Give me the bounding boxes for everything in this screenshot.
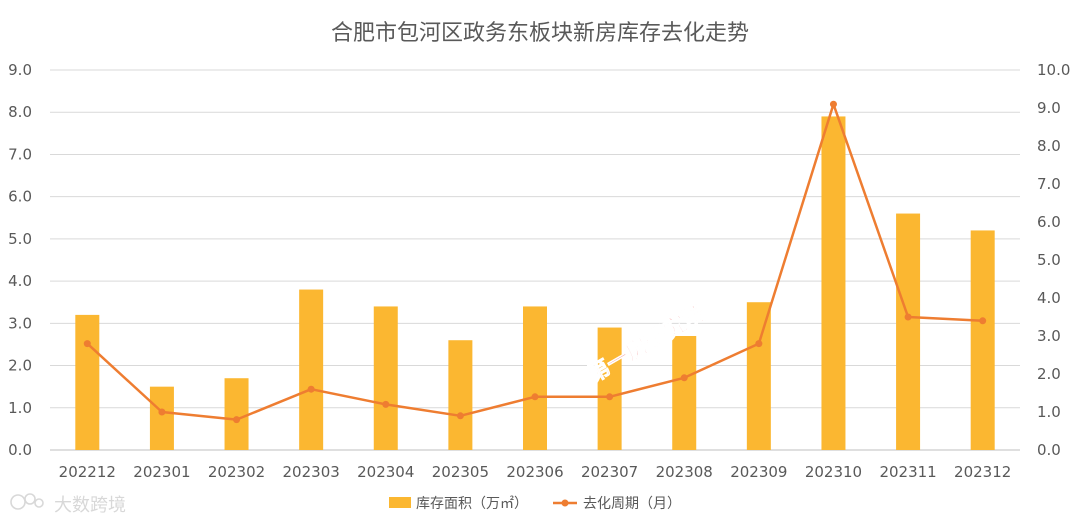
bar [821, 116, 846, 450]
y-right-tick-label: 9.0 [1037, 99, 1061, 117]
line-point [233, 416, 241, 424]
bar [896, 213, 921, 450]
bar [149, 386, 174, 450]
legend: 库存面积（万㎡） 去化周期（月） [389, 496, 681, 512]
y-left-tick-label: 8.0 [8, 103, 32, 121]
line-point [829, 100, 837, 108]
bar [597, 327, 622, 450]
bar [746, 302, 771, 450]
y-right-tick-label: 8.0 [1037, 137, 1061, 155]
y-right-tick-label: 0.0 [1037, 441, 1061, 459]
grid-lines [50, 69, 1020, 451]
y-left-tick-label: 5.0 [8, 230, 32, 248]
line-point [606, 393, 614, 401]
y-right-tick-label: 1.0 [1037, 403, 1061, 421]
x-tick-label: 202301 [133, 463, 190, 481]
bar [970, 230, 995, 450]
line-point [456, 412, 464, 420]
right-axis: 0.0 1.0 2.0 3.0 4.0 5.0 6.0 7.0 8.0 9.0 10.0 [1037, 61, 1070, 459]
line-point [979, 317, 987, 325]
chart-title: 合肥市包河区政务东板块新房库存去化走势 [331, 21, 749, 46]
x-tick-label: 202307 [581, 463, 638, 481]
brand-logo-icon [10, 493, 44, 510]
x-tick-label: 202212 [59, 463, 116, 481]
x-tick-label: 202306 [506, 463, 563, 481]
y-left-tick-label: 7.0 [8, 145, 32, 163]
line-point [158, 408, 166, 416]
y-left-tick-label: 9.0 [8, 61, 32, 79]
bar [523, 306, 547, 450]
legend-bar-swatch [389, 497, 411, 508]
bar [672, 336, 697, 450]
y-left-tick-label: 1.0 [8, 399, 32, 417]
x-tick-label: 202310 [805, 463, 862, 481]
brand-text: 大数跨境 [54, 495, 126, 516]
x-tick-label: 202304 [357, 463, 414, 481]
legend-bar-label: 库存面积（万㎡） [416, 496, 528, 512]
legend-line-marker [561, 499, 569, 507]
y-right-tick-label: 10.0 [1037, 61, 1070, 79]
y-right-tick-label: 7.0 [1037, 175, 1061, 193]
bar [299, 289, 324, 450]
line-point [382, 400, 390, 408]
line-point [531, 393, 539, 401]
line-series [83, 100, 987, 424]
y-left-tick-label: 6.0 [8, 188, 32, 206]
y-left-tick-label: 3.0 [8, 314, 32, 332]
left-axis: 0.0 1.0 2.0 3.0 4.0 5.0 6.0 7.0 8.0 9.0 [8, 61, 32, 459]
x-tick-label: 202309 [730, 463, 787, 481]
line-point [680, 374, 688, 382]
brand-watermark: 大数跨境 [10, 493, 126, 516]
x-tick-label: 202302 [208, 463, 265, 481]
bar-series [75, 116, 995, 450]
y-left-tick-label: 2.0 [8, 357, 32, 375]
legend-line-label: 去化周期（月） [583, 496, 681, 512]
x-axis: 202212 202301 202302 202303 202304 202305 2023… [59, 463, 1012, 481]
y-right-tick-label: 6.0 [1037, 213, 1061, 231]
bar [224, 378, 249, 450]
line-point [307, 385, 315, 393]
x-tick-label: 202308 [656, 463, 713, 481]
y-left-tick-label: 4.0 [8, 272, 32, 290]
x-tick-label: 202305 [432, 463, 489, 481]
x-tick-label: 202312 [954, 463, 1011, 481]
y-right-tick-label: 5.0 [1037, 251, 1061, 269]
line-point [755, 340, 763, 348]
line-point [83, 340, 91, 348]
x-tick-label: 202311 [879, 463, 936, 481]
x-tick-label: 202303 [283, 463, 340, 481]
y-right-tick-label: 2.0 [1037, 365, 1061, 383]
y-right-tick-label: 4.0 [1037, 289, 1061, 307]
bar [373, 306, 398, 450]
y-right-tick-label: 3.0 [1037, 327, 1061, 345]
bar [75, 314, 100, 450]
y-left-tick-label: 0.0 [8, 441, 32, 459]
bar [448, 340, 473, 450]
line-point [904, 313, 912, 321]
